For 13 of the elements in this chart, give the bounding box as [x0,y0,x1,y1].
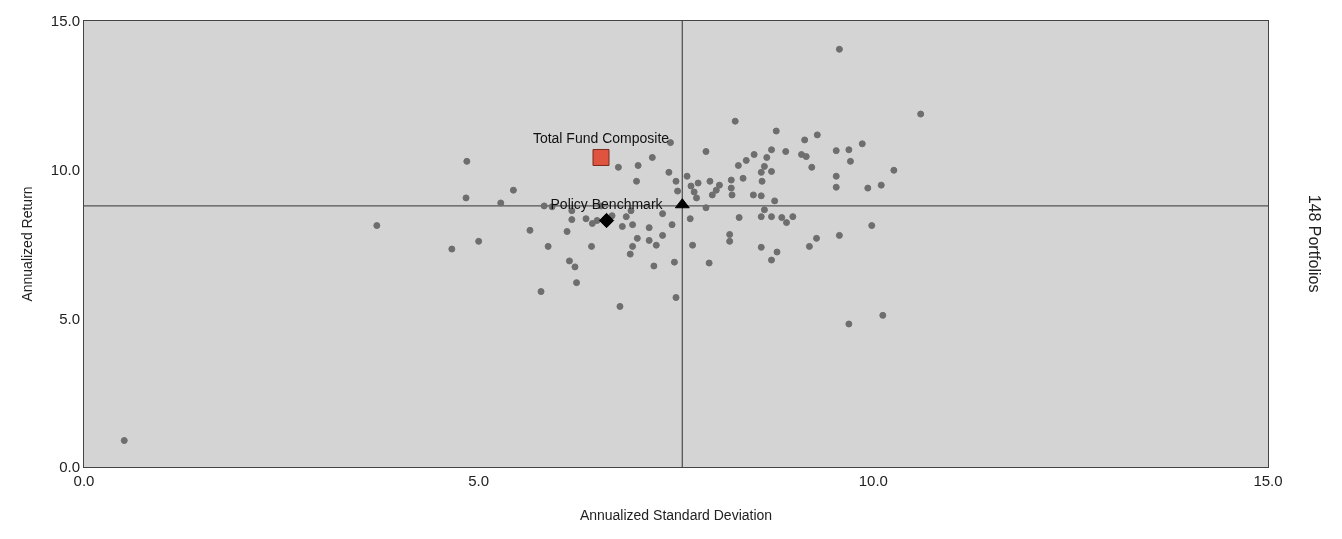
point [598,212,615,229]
x-tick-label: 10.0 [858,472,888,489]
y-tick-label: 5.0 [59,309,80,327]
series-label: Total Fund Composite [532,129,670,146]
y-tick-label: 10.0 [50,160,80,178]
series-label: Policy Benchmark [550,196,664,213]
x-tick-label: 5.0 [468,472,490,489]
point [592,148,610,166]
x-axis-title: Annualized Standard Deviation [579,507,773,524]
y-axis-title: Annualized Return [19,186,36,302]
y-tick-label: 15.0 [50,12,80,30]
text: 148 Portfolios [1306,194,1324,293]
x-tick-label: 15.0 [1253,472,1283,489]
